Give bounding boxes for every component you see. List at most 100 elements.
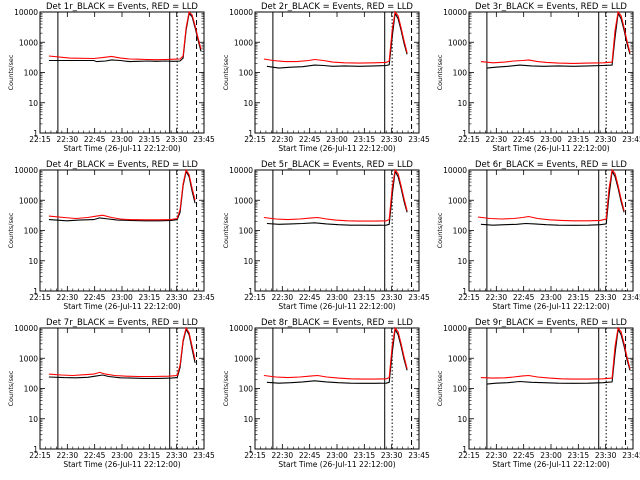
x-tick-label: 23:45 <box>193 135 215 144</box>
x-tick-label: 23:45 <box>193 293 215 302</box>
x-tick-label: 23:00 <box>540 135 562 144</box>
x-tick-label: 22:30 <box>486 135 508 144</box>
panel-title: Det 3r_BLACK = Events, RED = LLD <box>475 2 627 12</box>
y-tick-label: 1 <box>248 287 253 296</box>
panel-title: Det 7r_BLACK = Events, RED = LLD <box>46 318 198 328</box>
x-tick-label: 23:15 <box>139 135 161 144</box>
x-tick-label: 23:30 <box>595 135 617 144</box>
y-tick-label: 1 <box>33 129 38 138</box>
x-axis-label: Start Time (26-Jul-11 22:12:00) <box>278 144 395 153</box>
y-tick-label: 1000 <box>448 38 467 47</box>
series-lld <box>263 168 408 222</box>
series-lld <box>477 168 625 222</box>
series-events <box>266 327 408 384</box>
x-tick-label: 23:45 <box>622 135 640 144</box>
x-tick-label: 22:15 <box>29 293 51 302</box>
x-tick-label: 22:30 <box>272 293 294 302</box>
y-tick-label: 1 <box>248 129 253 138</box>
x-tick-label: 23:00 <box>326 135 348 144</box>
series-lld <box>48 326 196 378</box>
x-tick-label: 23:00 <box>540 451 562 460</box>
x-tick-label: 23:15 <box>568 451 590 460</box>
x-tick-label: 22:30 <box>272 451 294 460</box>
x-axis-label: Start Time (26-Jul-11 22:12:00) <box>63 460 180 469</box>
panel-det-1: Det 1r_BLACK = Events, RED = LLD 1 10 100 10… <box>7 2 215 153</box>
series-events <box>266 169 408 226</box>
y-tick-label: 10000 <box>14 324 38 333</box>
x-axis-label: Start Time (26-Jul-11 22:12:00) <box>278 302 395 311</box>
y-axis-label: Counts/sec <box>7 212 15 248</box>
series-events <box>480 169 625 226</box>
x-tick-label: 23:45 <box>408 451 430 460</box>
y-tick-label: 1000 <box>234 196 253 205</box>
y-tick-label: 10 <box>28 415 38 424</box>
y-axis-label: Counts/sec <box>7 54 15 90</box>
plot-frame <box>468 327 634 450</box>
y-tick-label: 100 <box>453 227 468 236</box>
x-tick-label: 23:30 <box>166 293 188 302</box>
x-tick-label: 22:30 <box>57 135 79 144</box>
x-tick-label: 22:45 <box>513 135 535 144</box>
x-tick-label: 23:30 <box>381 293 403 302</box>
x-axis-label: Start Time (26-Jul-11 22:12:00) <box>492 302 609 311</box>
series-events <box>486 11 631 69</box>
y-tick-label: 10000 <box>229 8 253 17</box>
plot-frame <box>254 11 420 134</box>
panel-title: Det 9r_BLACK = Events, RED = LLD <box>475 318 627 328</box>
series-events <box>48 169 196 222</box>
x-tick-label: 23:15 <box>354 293 376 302</box>
y-tick-label: 100 <box>239 69 254 78</box>
x-tick-label: 22:30 <box>57 293 79 302</box>
y-tick-label: 1 <box>462 129 467 138</box>
y-tick-label: 1000 <box>234 38 253 47</box>
y-tick-label: 10000 <box>229 324 253 333</box>
panel-det-8: Det 8r_BLACK = Events, RED = LLD 1 10 100 10… <box>222 318 430 469</box>
plot-frame <box>39 169 205 292</box>
panel-det-7: Det 7r_BLACK = Events, RED = LLD 1 10 100 10… <box>7 318 215 469</box>
series-lld <box>263 10 408 64</box>
y-tick-label: 10 <box>457 415 467 424</box>
series-events <box>48 327 196 379</box>
panel-det-3: Det 3r_BLACK = Events, RED = LLD 1 10 100 10… <box>436 2 640 153</box>
y-tick-label: 1000 <box>19 354 38 363</box>
x-tick-label: 22:15 <box>458 135 480 144</box>
panel-title: Det 6r_BLACK = Events, RED = LLD <box>475 160 627 170</box>
series-lld <box>48 168 196 221</box>
panel-det-9: Det 9r_BLACK = Events, RED = LLD 1 10 100 10… <box>436 318 640 469</box>
y-tick-label: 1000 <box>234 354 253 363</box>
y-axis-label: Counts/sec <box>436 370 444 406</box>
x-tick-label: 23:45 <box>622 451 640 460</box>
x-axis-label: Start Time (26-Jul-11 22:12:00) <box>492 460 609 469</box>
panel-det-6: Det 6r_BLACK = Events, RED = LLD 1 10 100 10… <box>436 160 640 311</box>
y-tick-label: 1000 <box>448 354 467 363</box>
x-tick-label: 22:15 <box>29 451 51 460</box>
x-tick-label: 22:15 <box>458 293 480 302</box>
x-axis-label: Start Time (26-Jul-11 22:12:00) <box>492 144 609 153</box>
y-axis-label: Counts/sec <box>436 212 444 248</box>
x-tick-label: 23:15 <box>139 451 161 460</box>
series-events <box>266 11 408 69</box>
x-tick-label: 22:45 <box>513 293 535 302</box>
panel-det-5: Det 5r_BLACK = Events, RED = LLD 1 10 100 10… <box>222 160 430 311</box>
y-tick-label: 1 <box>462 445 467 454</box>
panel-det-2: Det 2r_BLACK = Events, RED = LLD 1 10 100 10… <box>222 2 430 153</box>
plot-frame <box>468 11 634 134</box>
x-tick-label: 23:15 <box>354 135 376 144</box>
x-tick-label: 23:00 <box>111 135 133 144</box>
plot-frame <box>39 327 205 450</box>
panel-det-4: Det 4r_BLACK = Events, RED = LLD 1 10 100 10… <box>7 160 215 311</box>
x-tick-label: 23:30 <box>595 451 617 460</box>
series-lld <box>480 10 631 64</box>
y-tick-label: 100 <box>453 385 468 394</box>
y-tick-label: 100 <box>453 69 468 78</box>
y-tick-label: 10000 <box>14 8 38 17</box>
x-tick-label: 23:45 <box>622 293 640 302</box>
y-tick-label: 1000 <box>19 196 38 205</box>
y-axis-label: Counts/sec <box>222 54 230 90</box>
panel-title: Det 8r_BLACK = Events, RED = LLD <box>261 318 413 328</box>
x-tick-label: 22:30 <box>57 451 79 460</box>
y-tick-label: 1000 <box>19 38 38 47</box>
y-tick-label: 1 <box>248 445 253 454</box>
x-axis-label: Start Time (26-Jul-11 22:12:00) <box>63 144 180 153</box>
y-tick-label: 1 <box>462 287 467 296</box>
